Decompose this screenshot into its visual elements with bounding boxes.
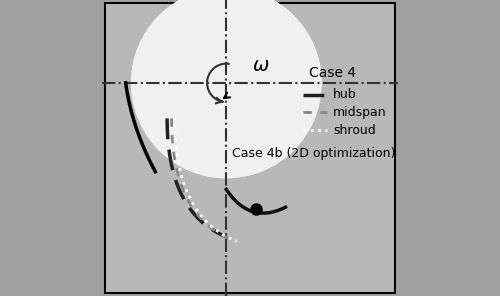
Text: shroud: shroud [333,124,376,137]
Text: hub: hub [333,88,356,101]
FancyBboxPatch shape [105,3,395,293]
Text: ω: ω [253,56,270,75]
Text: midspan: midspan [333,106,386,119]
Circle shape [132,0,321,178]
Text: Case 4: Case 4 [309,66,356,80]
Text: Case 4b (2D optimization): Case 4b (2D optimization) [232,147,396,160]
Circle shape [132,0,321,178]
